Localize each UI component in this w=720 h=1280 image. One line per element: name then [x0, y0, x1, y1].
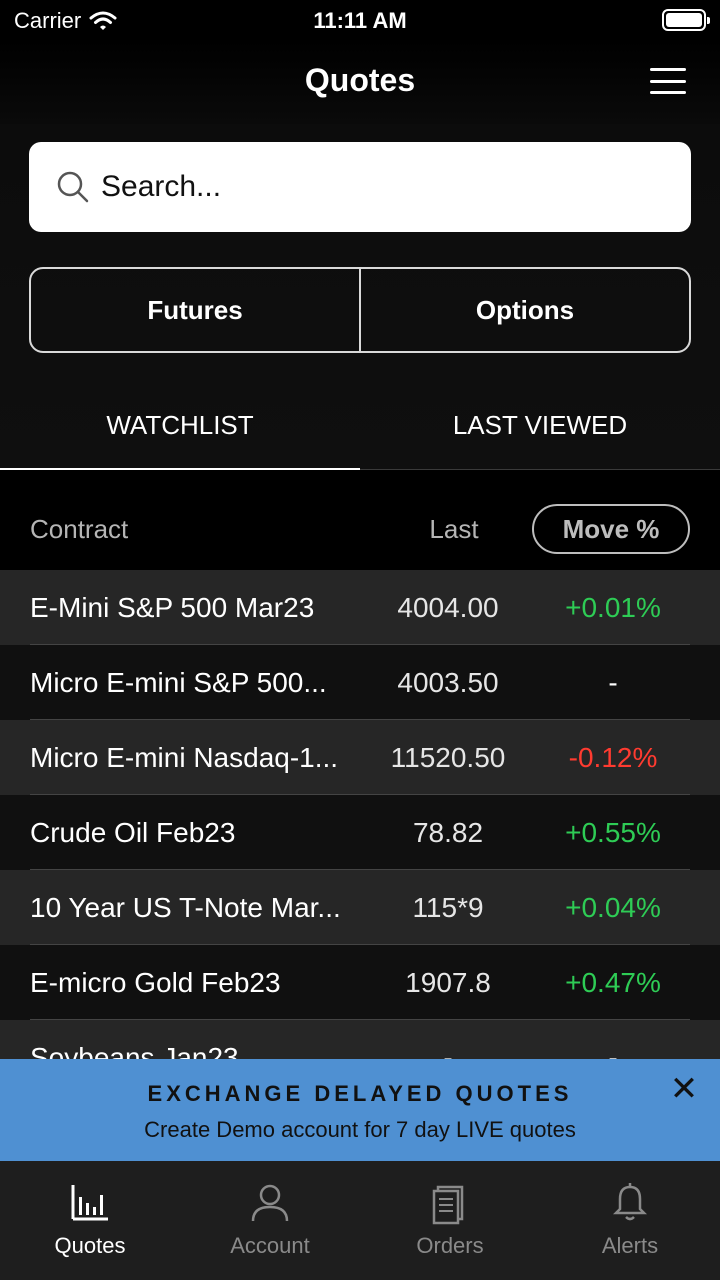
row-divider [30, 1019, 690, 1020]
tab-label: Account [230, 1233, 310, 1258]
row-divider [30, 794, 690, 795]
column-header: Contract Last Move % [0, 470, 720, 570]
delayed-quotes-banner[interactable]: EXCHANGE DELAYED QUOTES Create Demo acco… [0, 1059, 720, 1161]
move-percent: +0.55% [565, 817, 661, 848]
contract-name: Micro E-mini Nasdaq-1... [30, 742, 339, 773]
tab-quotes[interactable]: Quotes [0, 1161, 180, 1280]
move-percent: - [608, 1042, 618, 1060]
tab-label: Orders [416, 1233, 484, 1258]
hamburger-menu-icon[interactable] [650, 68, 686, 94]
carrier-info: Carrier [14, 8, 117, 34]
row-divider [30, 869, 690, 870]
contract-name: E-Mini S&P 500 Mar23 [30, 592, 315, 623]
move-percent: - [608, 667, 618, 698]
battery-icon [662, 9, 710, 31]
table-row[interactable]: E-Mini S&P 500 Mar23 4004.00 +0.01% [0, 570, 720, 645]
search-input[interactable] [101, 170, 661, 204]
wifi-icon [89, 11, 117, 30]
banner-title: EXCHANGE DELAYED QUOTES [147, 1081, 573, 1106]
last-price: - [443, 1042, 453, 1060]
move-percent: -0.12% [568, 742, 658, 773]
last-price: 11520.50 [390, 742, 506, 773]
table-row[interactable]: Micro E-mini S&P 500... 4003.50 - [0, 645, 720, 720]
column-last: Last [429, 514, 479, 544]
tab-watchlist[interactable]: WATCHLIST [0, 388, 360, 471]
status-bar: Carrier 11:11 AM [0, 0, 720, 40]
tab-label: Alerts [601, 1233, 659, 1258]
futures-button[interactable]: Futures [147, 294, 243, 325]
table-row[interactable]: Soybeans Jan23 - - [0, 1020, 720, 1060]
last-price: 1907.8 [405, 967, 491, 998]
row-divider [30, 644, 690, 645]
document-icon [432, 1185, 464, 1225]
person-icon [251, 1184, 289, 1222]
search-bar[interactable] [29, 142, 691, 232]
contract-name: 10 Year US T-Note Mar... [30, 892, 341, 923]
move-percent: +0.04% [565, 892, 661, 923]
quote-list: E-Mini S&P 500 Mar23 4004.00 +0.01% Micr… [0, 570, 720, 1060]
move-percent: +0.47% [565, 967, 661, 998]
move-percent: +0.01% [565, 592, 661, 623]
nav-bar: Quotes [0, 40, 720, 124]
last-price: 78.82 [412, 817, 484, 848]
last-price: 4004.00 [397, 592, 499, 623]
tab-orders[interactable]: Orders [360, 1161, 540, 1280]
instrument-segmented-control: Futures Options [29, 267, 691, 353]
column-contract: Contract [30, 514, 129, 544]
tab-account[interactable]: Account [180, 1161, 360, 1280]
bell-icon [612, 1183, 648, 1221]
carrier-label: Carrier [14, 8, 82, 33]
search-icon [57, 171, 89, 203]
row-divider [30, 944, 690, 945]
table-row[interactable]: Crude Oil Feb23 78.82 +0.55% [0, 795, 720, 870]
close-icon[interactable]: ✕ [669, 1070, 699, 1108]
last-price: 115*9 [412, 892, 484, 923]
row-divider [30, 719, 690, 720]
options-button[interactable]: Options [359, 269, 689, 351]
table-row[interactable]: 10 Year US T-Note Mar... 115*9 +0.04% [0, 870, 720, 945]
bottom-tab-bar: Quotes Account Orders Alerts [0, 1161, 720, 1280]
tab-alerts[interactable]: Alerts [540, 1161, 720, 1280]
contract-name: Crude Oil Feb23 [30, 817, 236, 848]
last-price: 4003.50 [397, 667, 499, 698]
tab-last-viewed[interactable]: LAST VIEWED [452, 410, 628, 440]
list-tabs: WATCHLIST LAST VIEWED [0, 388, 720, 471]
contract-name: Soybeans Jan23 [30, 1042, 239, 1060]
contract-name: Micro E-mini S&P 500... [30, 667, 327, 698]
status-time: 11:11 AM [313, 8, 407, 33]
contract-name: E-micro Gold Feb23 [30, 967, 281, 998]
table-row[interactable]: Micro E-mini Nasdaq-1... 11520.50 -0.12% [0, 720, 720, 795]
table-row[interactable]: E-micro Gold Feb23 1907.8 +0.47% [0, 945, 720, 1020]
move-percent-toggle-button[interactable]: Move % [532, 504, 690, 554]
chart-bars-icon [71, 1185, 108, 1221]
page-title: Quotes [304, 62, 416, 98]
tab-label: Quotes [54, 1233, 126, 1258]
banner-subtitle: Create Demo account for 7 day LIVE quote… [144, 1117, 576, 1142]
